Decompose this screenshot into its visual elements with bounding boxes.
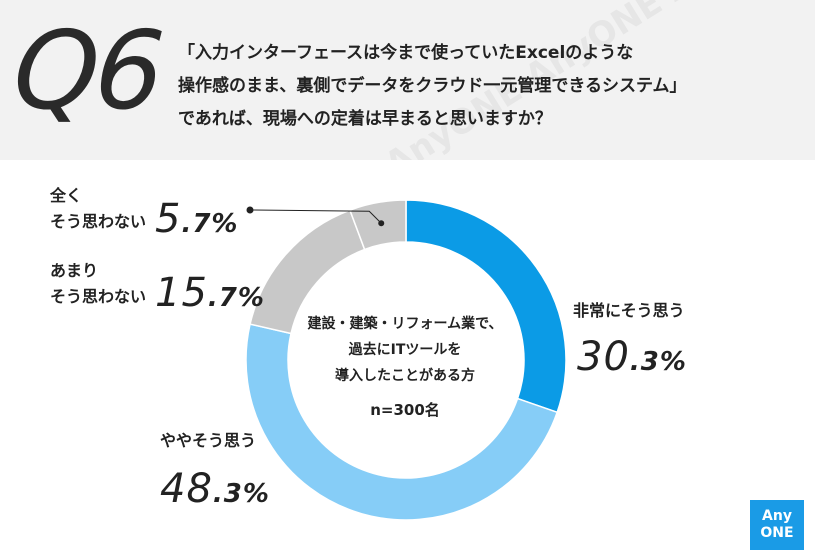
value-decimal: .7% — [207, 283, 265, 313]
label-line: あまり — [50, 261, 99, 280]
label-line: 非常にそう思う — [573, 301, 685, 320]
value-not-really-agree: 15.7% — [155, 270, 265, 316]
label-line: 全く — [50, 186, 83, 205]
value-decimal: .3% — [629, 347, 687, 377]
center-line: 建設・建築・リフォーム業で、 — [307, 316, 503, 332]
question-text: 「入力インターフェースは今まで使っていたExcelのような 操作感のまま、裏側で… — [178, 37, 778, 136]
value-decimal: .7% — [181, 209, 239, 239]
value-number: 15 — [155, 270, 208, 316]
label-somewhat-agree: ややそう思う — [160, 428, 256, 454]
label-line: そう思わない — [50, 212, 147, 231]
sample-size: n=300名 — [370, 401, 440, 419]
value-somewhat-agree: 48.3% — [160, 466, 270, 512]
leader-dot-label — [246, 206, 254, 214]
value-not-agree-at-all: 5.7% — [155, 196, 238, 242]
slice-not-agree-at-all — [348, 199, 407, 251]
value-decimal: .3% — [212, 479, 270, 509]
label-line: ややそう思う — [160, 431, 257, 450]
center-line: 導入したことがある方 — [335, 368, 475, 384]
question-line: 操作感のまま、裏側でデータをクラウド一元管理できるシステム」 — [178, 76, 687, 96]
question-line: 「入力インターフェースは今まで使っていたExcelのような — [178, 43, 634, 63]
question-line: であれば、現場への定着は早まると思いますか？ — [178, 109, 552, 129]
label-not-really-agree: あまり そう思わない — [50, 258, 146, 310]
leader-line — [249, 209, 382, 224]
leader-dot-slice — [378, 220, 385, 227]
anyone-logo: Any ONE — [750, 500, 804, 550]
slice-somewhat-agree — [245, 323, 559, 521]
value-number: 5 — [155, 196, 182, 242]
label-not-agree-at-all: 全く そう思わない — [50, 183, 146, 235]
value-number: 48 — [160, 466, 213, 512]
chart-center-text: 建設・建築・リフォーム業で、 過去にITツールを 導入したことがある方 n=30… — [305, 311, 505, 423]
center-line: 過去にITツールを — [348, 342, 462, 358]
logo-line: Any — [762, 508, 792, 524]
label-strongly-agree: 非常にそう思う — [573, 298, 685, 324]
value-strongly-agree: 30.3% — [577, 334, 687, 380]
label-line: そう思わない — [50, 287, 147, 306]
value-number: 30 — [577, 334, 630, 380]
question-header: AnyONE AnyONE AnyONE Q6 「入力インターフェースは今まで使… — [0, 0, 815, 160]
logo-line: ONE — [760, 525, 794, 541]
